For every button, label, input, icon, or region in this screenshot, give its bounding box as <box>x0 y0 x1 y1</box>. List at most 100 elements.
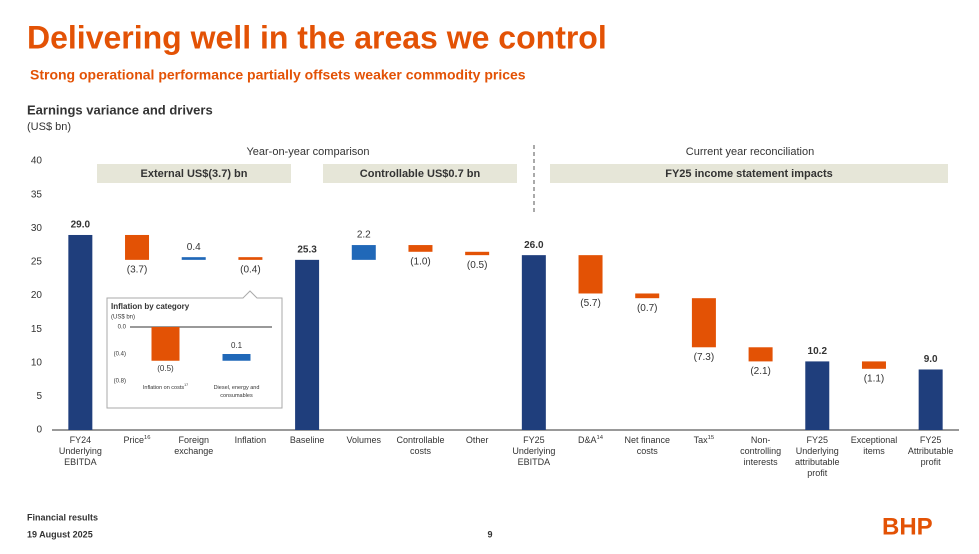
category-text: FY25 Underlying EBITDA <box>512 435 556 467</box>
delta-bar <box>351 245 376 260</box>
x-tick-label: Foreign exchange <box>165 435 222 457</box>
value-label: (1.0) <box>410 256 431 267</box>
category-text: Inflation <box>234 435 267 445</box>
total-bar <box>68 234 93 430</box>
category-text: Other <box>465 435 489 445</box>
x-tick-label: Non-controlling interests <box>732 435 789 468</box>
value-label: 0.1 <box>231 341 243 350</box>
inset-unit: (US$ bn) <box>111 315 135 321</box>
delta-bar <box>238 257 263 260</box>
y-tick-label: 30 <box>31 223 43 234</box>
category-text: Non-controlling interests <box>740 435 782 467</box>
category-text: Baseline <box>289 435 325 445</box>
y-tick-label: 5 <box>36 391 42 402</box>
delta-bar <box>691 298 716 348</box>
y-tick-label: 10 <box>31 357 43 368</box>
value-label: 25.3 <box>297 244 317 255</box>
category-text: Net finance costs <box>624 435 670 456</box>
total-bar <box>295 259 320 430</box>
delta-bar <box>125 234 150 260</box>
category-text: Tax <box>693 435 708 445</box>
category-text: Diesel, energy and consumables <box>213 385 260 399</box>
x-tick-label: D&A14 <box>562 435 619 446</box>
category-text: Volumes <box>346 435 382 445</box>
category-text: FY25 Attributable profit <box>907 435 954 467</box>
value-label: 29.0 <box>71 220 91 231</box>
y-tick-label: (0.4) <box>114 352 126 358</box>
delta-bar <box>181 257 206 260</box>
value-label: 2.2 <box>357 230 371 241</box>
total-bar <box>918 369 943 430</box>
value-label: (2.1) <box>750 366 771 377</box>
value-label: (0.5) <box>467 260 488 271</box>
category-text: D&A <box>578 435 597 445</box>
group-label: FY25 income statement impacts <box>665 168 833 180</box>
category-text: Price <box>123 435 145 445</box>
x-tick-label: Baseline <box>279 435 336 446</box>
section-header: Current year reconciliation <box>686 146 814 158</box>
value-label: 10.2 <box>808 346 828 357</box>
footnote-ref: 15 <box>707 435 715 441</box>
delta-bar <box>578 255 603 294</box>
x-tick-label: FY25 Underlying attributable profit <box>789 435 846 479</box>
x-tick-label: Diesel, energy and consumables <box>201 385 272 400</box>
x-tick-label: Other <box>449 435 506 446</box>
x-tick-label: Price16 <box>109 435 166 446</box>
group-label: Controllable US$0.7 bn <box>360 168 481 180</box>
total-bar <box>521 255 546 430</box>
value-label: 0.4 <box>187 242 201 253</box>
slide-subtitle: Strong operational performance partially… <box>30 67 526 83</box>
group-label: External US$(3.7) bn <box>141 168 248 180</box>
footer-date: 19 August 2025 <box>27 529 93 539</box>
delta-bar <box>748 347 773 362</box>
y-tick-label: 15 <box>31 324 43 335</box>
y-tick-label: 20 <box>31 290 43 301</box>
value-label: (5.7) <box>580 298 601 309</box>
category-text: FY25 Underlying attributable profit <box>795 435 840 478</box>
category-text: Exceptional items <box>850 435 898 456</box>
y-tick-label: 40 <box>31 156 43 167</box>
logo: BHP <box>882 513 933 540</box>
y-tick-label: 25 <box>31 257 43 268</box>
delta-bar <box>222 354 251 361</box>
delta-bar <box>861 361 886 369</box>
y-tick-label: 0 <box>36 425 42 436</box>
footnote-ref: 16 <box>144 435 151 441</box>
delta-bar <box>635 293 660 299</box>
y-tick-label: (0.8) <box>114 379 126 385</box>
delta-bar <box>408 245 433 252</box>
x-tick-label: Tax15 <box>676 435 733 446</box>
value-label: (0.7) <box>637 303 658 314</box>
x-tick-label: Net finance costs <box>619 435 676 457</box>
group-band <box>97 164 291 183</box>
chart-title: Earnings variance and drivers <box>27 102 213 117</box>
value-label: (0.4) <box>240 264 261 275</box>
x-tick-label: Exceptional items <box>846 435 903 457</box>
slide-title: Delivering well in the areas we control <box>27 19 607 55</box>
group-band <box>323 164 517 183</box>
x-tick-label: Volumes <box>335 435 392 446</box>
value-label: (1.1) <box>864 373 885 384</box>
chart-unit: (US$ bn) <box>27 121 71 133</box>
value-label: (3.7) <box>127 264 148 275</box>
value-label: 9.0 <box>924 354 938 365</box>
footnote-ref: 17 <box>184 383 189 388</box>
group-band <box>550 164 948 183</box>
x-tick-label: Inflation <box>222 435 279 446</box>
x-tick-label: Controllable costs <box>392 435 449 457</box>
delta-bar <box>151 327 180 361</box>
x-tick-label: FY25 Attributable profit <box>902 435 959 468</box>
inset-box <box>106 290 283 409</box>
category-text: FY24 Underlying EBITDA <box>58 435 102 467</box>
x-tick-label: FY25 Underlying EBITDA <box>506 435 563 468</box>
x-tick-label: Inflation on costs17 <box>130 383 201 393</box>
section-header: Year-on-year comparison <box>246 146 369 158</box>
inset-title: Inflation by category <box>111 302 190 311</box>
category-text: Controllable costs <box>396 435 445 456</box>
y-tick-label: 35 <box>31 189 43 200</box>
y-tick-label: 0.0 <box>118 325 127 331</box>
category-text: Foreign exchange <box>174 435 214 456</box>
value-label: (0.5) <box>157 364 174 373</box>
